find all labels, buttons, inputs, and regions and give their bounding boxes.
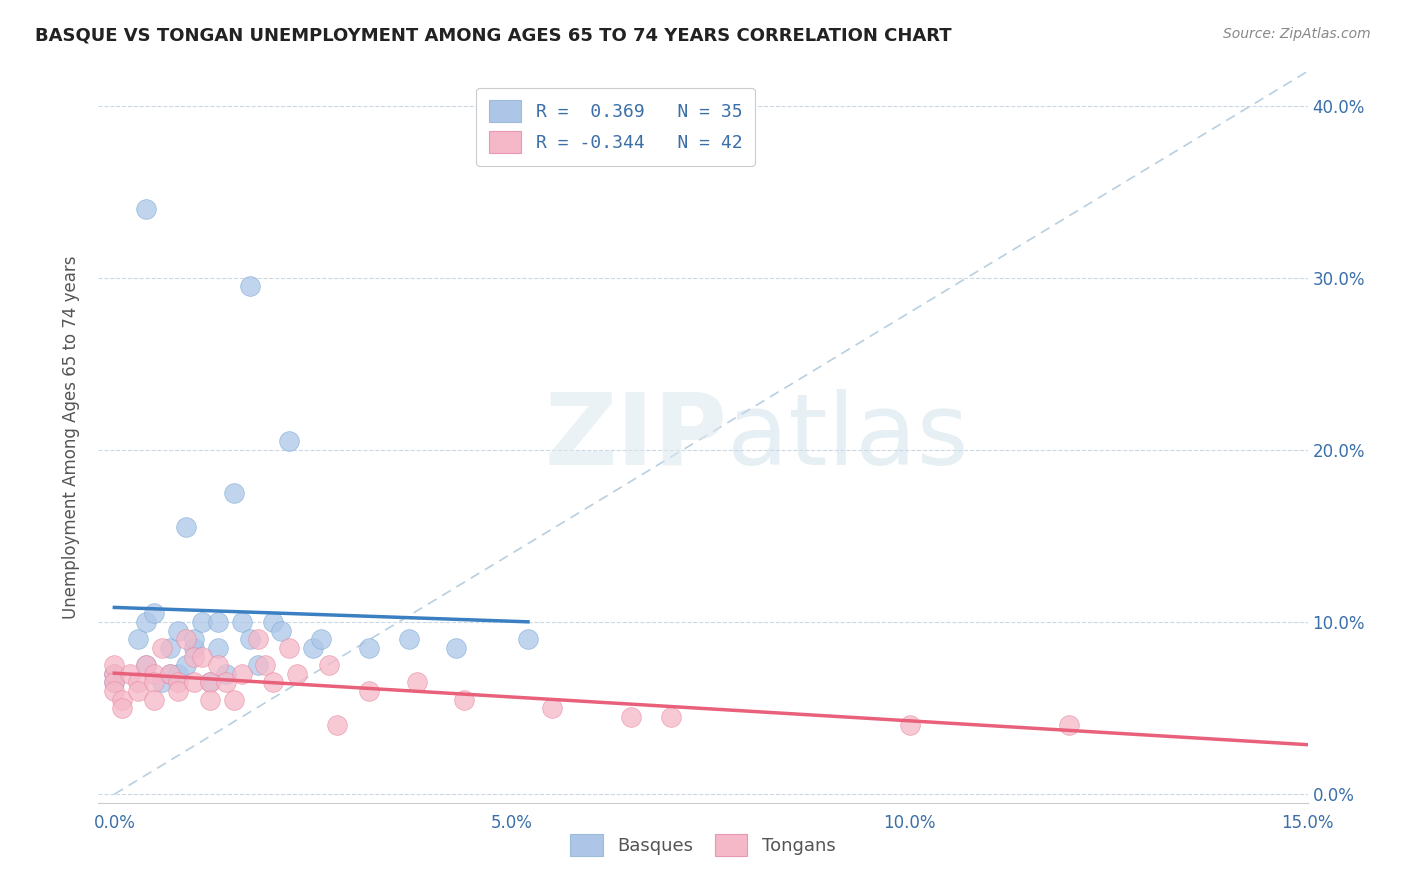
Text: BASQUE VS TONGAN UNEMPLOYMENT AMONG AGES 65 TO 74 YEARS CORRELATION CHART: BASQUE VS TONGAN UNEMPLOYMENT AMONG AGES… xyxy=(35,27,952,45)
Point xyxy=(183,675,205,690)
Point xyxy=(278,434,301,449)
Point xyxy=(135,202,157,216)
Point xyxy=(174,658,197,673)
Point xyxy=(446,640,468,655)
Point xyxy=(246,658,269,673)
Point xyxy=(620,710,643,724)
Point xyxy=(898,718,921,732)
Point xyxy=(207,640,229,655)
Point xyxy=(167,666,190,681)
Point xyxy=(111,701,134,715)
Point xyxy=(239,632,262,647)
Point xyxy=(150,640,173,655)
Point xyxy=(222,692,245,706)
Point xyxy=(659,710,682,724)
Point xyxy=(207,658,229,673)
Point xyxy=(318,658,340,673)
Point xyxy=(453,692,475,706)
Point xyxy=(302,640,325,655)
Point xyxy=(246,632,269,647)
Y-axis label: Unemployment Among Ages 65 to 74 years: Unemployment Among Ages 65 to 74 years xyxy=(62,255,80,619)
Point xyxy=(215,675,238,690)
Point xyxy=(191,649,214,664)
Point xyxy=(357,684,380,698)
Point xyxy=(309,632,332,647)
Point xyxy=(278,640,301,655)
Point xyxy=(103,684,125,698)
Point xyxy=(127,632,149,647)
Point xyxy=(127,675,149,690)
Point xyxy=(143,675,166,690)
Point xyxy=(174,632,197,647)
Point xyxy=(135,658,157,673)
Point xyxy=(215,666,238,681)
Legend: Basques, Tongans: Basques, Tongans xyxy=(560,823,846,867)
Text: Source: ZipAtlas.com: Source: ZipAtlas.com xyxy=(1223,27,1371,41)
Point xyxy=(143,692,166,706)
Point xyxy=(183,632,205,647)
Point xyxy=(103,675,125,690)
Point xyxy=(198,675,221,690)
Point xyxy=(1057,718,1080,732)
Point xyxy=(159,666,181,681)
Point xyxy=(262,675,284,690)
Point xyxy=(183,640,205,655)
Point xyxy=(167,624,190,638)
Point xyxy=(191,615,214,629)
Point xyxy=(239,279,262,293)
Point xyxy=(174,520,197,534)
Point xyxy=(103,666,125,681)
Point xyxy=(167,684,190,698)
Point xyxy=(540,701,562,715)
Point xyxy=(262,615,284,629)
Point xyxy=(120,666,142,681)
Point xyxy=(270,624,292,638)
Point xyxy=(103,658,125,673)
Point xyxy=(103,666,125,681)
Point xyxy=(150,675,173,690)
Point xyxy=(127,684,149,698)
Point xyxy=(254,658,277,673)
Point xyxy=(405,675,427,690)
Point xyxy=(326,718,349,732)
Point xyxy=(222,486,245,500)
Point xyxy=(207,615,229,629)
Point xyxy=(111,692,134,706)
Point xyxy=(167,675,190,690)
Point xyxy=(517,632,540,647)
Point xyxy=(159,640,181,655)
Text: atlas: atlas xyxy=(727,389,969,485)
Point xyxy=(103,675,125,690)
Point xyxy=(357,640,380,655)
Point xyxy=(143,666,166,681)
Point xyxy=(231,666,253,681)
Point xyxy=(135,658,157,673)
Point xyxy=(159,666,181,681)
Point xyxy=(285,666,308,681)
Point xyxy=(143,607,166,621)
Text: ZIP: ZIP xyxy=(544,389,727,485)
Point xyxy=(398,632,420,647)
Point xyxy=(198,675,221,690)
Point xyxy=(231,615,253,629)
Point xyxy=(183,649,205,664)
Point xyxy=(135,615,157,629)
Point xyxy=(198,692,221,706)
